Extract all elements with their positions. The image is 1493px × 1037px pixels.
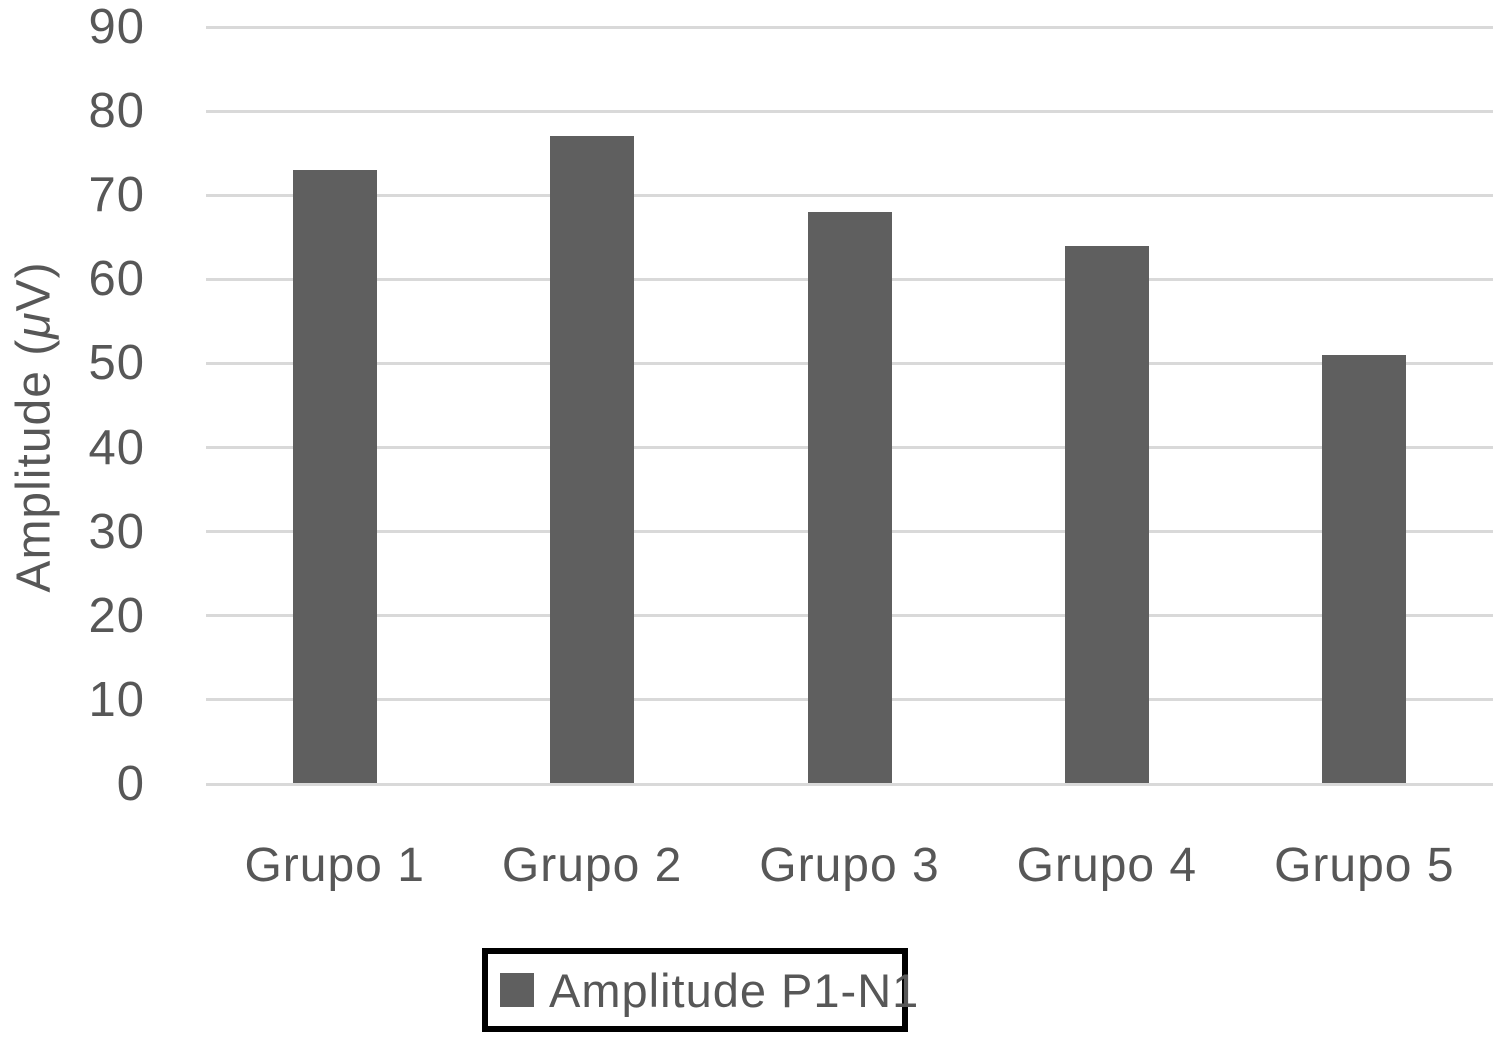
- y-tick-label: 50: [88, 336, 145, 391]
- bar: [550, 136, 635, 784]
- gridline: [206, 193, 1493, 197]
- bar: [1064, 245, 1149, 784]
- bar: [292, 169, 377, 784]
- y-tick-label: 80: [88, 84, 145, 139]
- y-tick-label: 70: [88, 168, 145, 223]
- y-tick-label: 60: [88, 252, 145, 307]
- y-tick-label: 10: [88, 672, 145, 727]
- legend-series-label: Amplitude P1-N1: [549, 963, 920, 1017]
- y-tick-label: 20: [88, 588, 145, 643]
- bar: [807, 212, 892, 784]
- x-axis-baseline: [206, 782, 1493, 786]
- x-category-label: Grupo 4: [1016, 839, 1198, 892]
- y-tick-label: 30: [88, 504, 145, 559]
- bar: [1322, 355, 1407, 784]
- y-tick-label: 40: [88, 420, 145, 475]
- y-tick-label: 0: [116, 757, 145, 811]
- x-category-label: Grupo 1: [244, 839, 425, 892]
- x-category-label: Grupo 2: [501, 839, 683, 892]
- gridline: [206, 25, 1493, 29]
- x-category-label: Grupo 3: [759, 839, 940, 892]
- gridline: [206, 109, 1493, 113]
- y-tick-label: 90: [88, 0, 145, 54]
- x-category-label: Grupo 5: [1274, 839, 1455, 892]
- legend-marker-swatch: [500, 973, 534, 1007]
- legend: Amplitude P1-N1: [482, 948, 918, 1032]
